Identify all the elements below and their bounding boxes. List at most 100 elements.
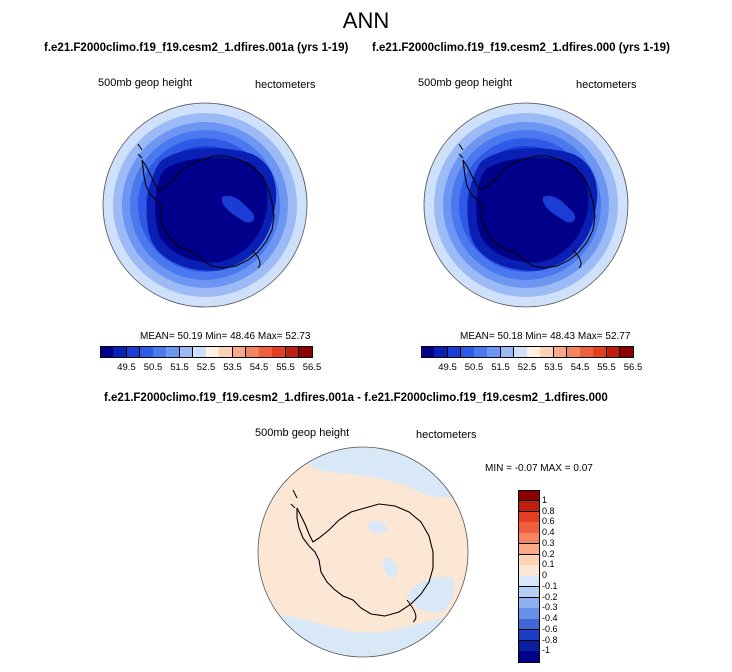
panel-2-colorbar-tick-label: 54.5	[570, 362, 590, 373]
panel-1-colorbar-swatch	[166, 346, 180, 358]
diff-colorbar-swatch	[518, 619, 540, 631]
diff-units-label: hectometers	[416, 429, 477, 441]
panel-2-colorbar-tick-label: 55.5	[597, 362, 616, 373]
panel-1-mean-value: 50.19	[177, 331, 203, 342]
panel-2-colorbar-tick-label: 56.5	[623, 362, 643, 373]
panel-2-polar-map	[423, 102, 629, 308]
panel-1-polar-map	[102, 102, 308, 308]
panel-2-colorbar-ticks: 49.5 50.5 51.5 52.5 53.5 54.5 55.5 56.5	[421, 362, 642, 376]
diff-polar-map	[257, 446, 469, 658]
diff-colorbar-tick-label: -0.8	[542, 634, 558, 645]
panel-2-colorbar-tick-label: 49.5	[438, 362, 457, 373]
diff-colorbar-swatch	[518, 500, 540, 512]
diff-coastline	[296, 503, 434, 617]
panel-2-colorbar-tick-label: 50.5	[464, 362, 484, 373]
panel-1-title: f.e21.F2000climo.f19_f19.cesm2_1.dfires.…	[44, 42, 349, 54]
panel-1-colorbar-swatch	[259, 346, 273, 358]
panel-1-colorbar-tick-label: 50.5	[143, 362, 163, 373]
panel-2-colorbar-swatch	[474, 346, 488, 358]
panel-2-colorbar-swatch	[460, 346, 475, 358]
figure-title: ANN	[342, 8, 390, 33]
panel-1-colorbar-swatch	[245, 346, 260, 358]
diff-colorbar-swatch	[518, 629, 540, 641]
panel-2-colorbar-swatch	[421, 346, 435, 358]
diff-colorbar-tick-label: 0.4	[542, 527, 555, 537]
panel-2-max-value: 52.77	[605, 331, 631, 342]
diff-colorbar-swatch	[518, 565, 540, 577]
panel-1-colorbar-swatch	[100, 346, 114, 358]
panel-1-colorbar-swatch	[285, 346, 300, 358]
panel-1-colorbar-tick-label: 53.5	[223, 362, 242, 373]
diff-field-label: 500mb geop height	[255, 427, 350, 439]
panel-1-max-value: 52.73	[285, 331, 311, 342]
panel-1-coastline	[141, 155, 275, 269]
diff-colorbar-swatch	[518, 640, 540, 652]
diff-colorbar-tick-label: -0.3	[542, 602, 558, 613]
panel-2-colorbar-swatch	[553, 346, 568, 358]
diff-colorbar-tick-label: -0.2	[542, 591, 558, 602]
panel-1-units-label: hectometers	[255, 79, 316, 91]
panel-1-colorbar-swatch	[298, 346, 313, 358]
panel-2-colorbar-swatch	[487, 346, 501, 358]
panel-1-colorbar-swatch	[179, 346, 194, 358]
panel-2-mean-label: MEAN=	[460, 331, 495, 342]
panel-1-colorbar-swatch	[192, 346, 207, 358]
diff-colorbar-tick-label: -1	[542, 645, 551, 656]
diff-colorbar-swatch	[518, 511, 540, 523]
panel-1-colorbar-swatch	[153, 346, 167, 358]
panel-2-colorbar-swatch	[566, 346, 581, 358]
diff-colorbar-tick-label: 0.1	[542, 559, 555, 570]
panel-1-min-label: Min=	[205, 331, 228, 342]
panel-2-contour-fill	[424, 103, 628, 307]
diff-colorbar-ticks: 1 0.8 0.6 0.4 0.3 0.2 0.1 0 -0.1 -0.2 -0.3 -0.4 -0.6…	[542, 490, 582, 662]
diff-colorbar-swatch	[518, 554, 540, 566]
panel-1-colorbar-tick-label: 51.5	[170, 362, 189, 373]
panel-2-coastline	[462, 155, 596, 269]
panel-2-colorbar-swatch	[606, 346, 621, 358]
diff-colorbar-swatch	[518, 651, 540, 663]
panel-2-colorbar-swatch	[527, 346, 541, 358]
diff-colorbar-swatch	[518, 586, 540, 598]
panel-2-colorbar	[421, 346, 634, 358]
panel-2-colorbar-swatch	[540, 346, 554, 358]
diff-colorbar-tick-label: 0.2	[542, 548, 555, 559]
panel-2-units-label: hectometers	[576, 79, 637, 91]
panel-1-field-label: 500mb geop height	[98, 77, 193, 89]
panel-1-colorbar-tick-label: 52.5	[196, 362, 216, 373]
panel-1-mean-label: MEAN=	[140, 331, 175, 342]
diff-panel-title: f.e21.F2000climo.f19_f19.cesm2_1.dfires.…	[104, 392, 608, 404]
panel-2-colorbar-tick-label: 52.5	[517, 362, 537, 373]
panel-2-colorbar-tick-label: 53.5	[544, 362, 563, 373]
diff-colorbar-swatch	[518, 522, 540, 534]
panel-1-colorbar-tick-label: 54.5	[249, 362, 269, 373]
panel-2-map-border	[423, 102, 629, 308]
panel-1-colorbar-ticks: 49.5 50.5 51.5 52.5 53.5 54.5 55.5 56.5	[100, 362, 321, 376]
diff-colorbar-tick-label: 0.6	[542, 516, 555, 527]
panel-2-colorbar-swatch	[513, 346, 528, 358]
diff-colorbar-swatch	[518, 533, 540, 545]
panel-1-colorbar-swatch	[219, 346, 233, 358]
panel-2-mean-value: 50.18	[497, 331, 523, 342]
panel-2-colorbar-swatch	[593, 346, 607, 358]
diff-colorbar-tick-label: 0.8	[542, 505, 555, 516]
panel-1-colorbar-swatch	[206, 346, 220, 358]
panel-2-colorbar-swatch	[619, 346, 634, 358]
diff-colorbar-swatch	[518, 597, 540, 609]
panel-2-colorbar-swatch	[500, 346, 515, 358]
diff-colorbar-swatch	[518, 576, 540, 588]
panel-2-min-label: Min=	[525, 331, 548, 342]
panel-1-stats: MEAN= 50.19 Min= 48.46 Max= 52.73	[140, 331, 310, 342]
panel-1-max-label: Max=	[257, 331, 283, 342]
panel-2-max-label: Max=	[577, 331, 603, 342]
panel-2-colorbar-swatch	[434, 346, 448, 358]
panel-2-field-label: 500mb geop height	[418, 77, 513, 89]
panel-1-colorbar-tick-label: 49.5	[117, 362, 136, 373]
diff-colorbar-swatch	[518, 490, 540, 502]
panel-1-colorbar-swatch	[232, 346, 247, 358]
panel-2-colorbar-swatch	[447, 346, 462, 358]
panel-1-colorbar-swatch	[113, 346, 127, 358]
panel-1-colorbar-tick-label: 55.5	[276, 362, 295, 373]
panel-2-colorbar-swatch	[580, 346, 594, 358]
diff-colorbar-tick-label: -0.6	[542, 623, 558, 634]
panel-2-title: f.e21.F2000climo.f19_f19.cesm2_1.dfires.…	[372, 42, 670, 54]
